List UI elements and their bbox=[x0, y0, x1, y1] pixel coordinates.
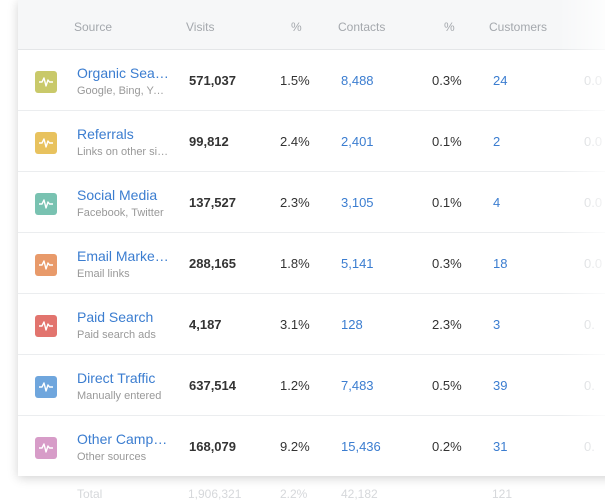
source-icon bbox=[35, 437, 57, 459]
customers-pct-value: 0. bbox=[584, 439, 595, 454]
pulse-icon bbox=[39, 260, 53, 270]
source-name-link[interactable]: Email Marketing bbox=[77, 248, 169, 264]
contacts-pct-value: 0.1% bbox=[432, 134, 462, 149]
visits-value: 288,165 bbox=[189, 256, 236, 271]
source-name-link[interactable]: Paid Search bbox=[77, 309, 154, 325]
customers-link[interactable]: 31 bbox=[493, 439, 508, 454]
total-customers: 121 bbox=[492, 487, 513, 501]
source-name-link[interactable]: Organic Search bbox=[77, 65, 169, 81]
visits-pct-value: 2.4% bbox=[280, 134, 310, 149]
customers-pct-value: 0.0 bbox=[584, 73, 603, 88]
pulse-icon bbox=[39, 77, 53, 87]
table-header: Source Visits % Contacts % Customers bbox=[18, 0, 605, 50]
visits-value: 99,812 bbox=[189, 134, 229, 149]
customers-link[interactable]: 3 bbox=[493, 317, 501, 332]
contacts-pct-value: 0.3% bbox=[432, 256, 462, 271]
customers-link[interactable]: 24 bbox=[493, 73, 508, 88]
source-icon bbox=[35, 132, 57, 154]
table-row-1: Organic Search Google, Bing, Yahoo 571,0… bbox=[18, 50, 605, 111]
customers-pct-value: 0. bbox=[584, 378, 595, 393]
contacts-pct-value: 0.5% bbox=[432, 378, 462, 393]
col-contacts-pct-header[interactable]: % bbox=[444, 20, 455, 34]
sources-table: Source Visits % Contacts % Customers Org… bbox=[18, 0, 605, 476]
customers-link[interactable]: 4 bbox=[493, 195, 501, 210]
total-row: Total 1,906,321 2.2% 42,182 121 bbox=[0, 475, 605, 501]
col-visits-pct-header[interactable]: % bbox=[291, 20, 302, 34]
col-customers-header[interactable]: Customers bbox=[489, 20, 548, 34]
contacts-link[interactable]: 5,141 bbox=[341, 256, 374, 271]
pulse-icon bbox=[39, 138, 53, 148]
customers-link[interactable]: 39 bbox=[493, 378, 508, 393]
col-contacts-header[interactable]: Contacts bbox=[338, 20, 386, 34]
visits-pct-value: 2.3% bbox=[280, 195, 310, 210]
source-name-link[interactable]: Social Media bbox=[77, 187, 158, 203]
pulse-icon bbox=[39, 199, 53, 209]
table-row-6: Direct Traffic Manually entered 637,514 … bbox=[18, 355, 605, 416]
pulse-icon bbox=[39, 321, 53, 331]
visits-pct-value: 1.5% bbox=[280, 73, 310, 88]
visits-value: 571,037 bbox=[189, 73, 236, 88]
contacts-link[interactable]: 2,401 bbox=[341, 134, 374, 149]
source-icon bbox=[35, 71, 57, 93]
visits-value: 168,079 bbox=[189, 439, 236, 454]
table-row-5: Paid Search Paid search ads 4,187 3.1% 1… bbox=[18, 294, 605, 355]
contacts-pct-value: 2.3% bbox=[432, 317, 462, 332]
pulse-icon bbox=[39, 443, 53, 453]
customers-pct-value: 0. bbox=[584, 317, 595, 332]
table-row-2: Referrals Links on other sites 99,812 2.… bbox=[18, 111, 605, 172]
visits-value: 4,187 bbox=[189, 317, 222, 332]
contacts-link[interactable]: 128 bbox=[341, 317, 363, 332]
total-label: Total bbox=[77, 487, 103, 501]
total-contacts: 42,182 bbox=[341, 487, 378, 501]
source-description: Other sources bbox=[77, 451, 147, 463]
source-icon bbox=[35, 254, 57, 276]
total-visits-pct: 2.2% bbox=[280, 487, 308, 501]
visits-pct-value: 9.2% bbox=[280, 439, 310, 454]
source-description: Email links bbox=[77, 268, 130, 280]
contacts-link[interactable]: 7,483 bbox=[341, 378, 374, 393]
customers-pct-value: 0.0 bbox=[584, 195, 603, 210]
contacts-pct-value: 0.2% bbox=[432, 439, 462, 454]
visits-value: 637,514 bbox=[189, 378, 236, 393]
source-name-link[interactable]: Direct Traffic bbox=[77, 370, 156, 386]
col-source-header[interactable]: Source bbox=[74, 20, 113, 34]
source-name-link[interactable]: Referrals bbox=[77, 126, 134, 142]
total-visits: 1,906,321 bbox=[188, 487, 242, 501]
table-row-3: Social Media Facebook, Twitter 137,527 2… bbox=[18, 172, 605, 233]
contacts-link[interactable]: 3,105 bbox=[341, 195, 374, 210]
source-icon bbox=[35, 376, 57, 398]
customers-pct-value: 0.0 bbox=[584, 134, 603, 149]
pulse-icon bbox=[39, 382, 53, 392]
source-description: Google, Bing, Yahoo bbox=[77, 85, 169, 97]
source-description: Links on other sites bbox=[77, 146, 169, 158]
source-description: Facebook, Twitter bbox=[77, 207, 164, 219]
table-row-7: Other Campaigns Other sources 168,079 9.… bbox=[18, 416, 605, 476]
table-row-4: Email Marketing Email links 288,165 1.8%… bbox=[18, 233, 605, 294]
visits-pct-value: 3.1% bbox=[280, 317, 310, 332]
customers-link[interactable]: 18 bbox=[493, 256, 508, 271]
contacts-pct-value: 0.1% bbox=[432, 195, 462, 210]
visits-pct-value: 1.2% bbox=[280, 378, 310, 393]
contacts-pct-value: 0.3% bbox=[432, 73, 462, 88]
col-visits-header[interactable]: Visits bbox=[186, 20, 215, 34]
source-description: Manually entered bbox=[77, 390, 162, 402]
visits-value: 137,527 bbox=[189, 195, 236, 210]
customers-pct-value: 0.0 bbox=[584, 256, 603, 271]
customers-link[interactable]: 2 bbox=[493, 134, 501, 149]
source-description: Paid search ads bbox=[77, 329, 156, 341]
source-name-link[interactable]: Other Campaigns bbox=[77, 431, 169, 447]
source-icon bbox=[35, 315, 57, 337]
visits-pct-value: 1.8% bbox=[280, 256, 310, 271]
contacts-link[interactable]: 8,488 bbox=[341, 73, 374, 88]
source-icon bbox=[35, 193, 57, 215]
contacts-link[interactable]: 15,436 bbox=[341, 439, 381, 454]
